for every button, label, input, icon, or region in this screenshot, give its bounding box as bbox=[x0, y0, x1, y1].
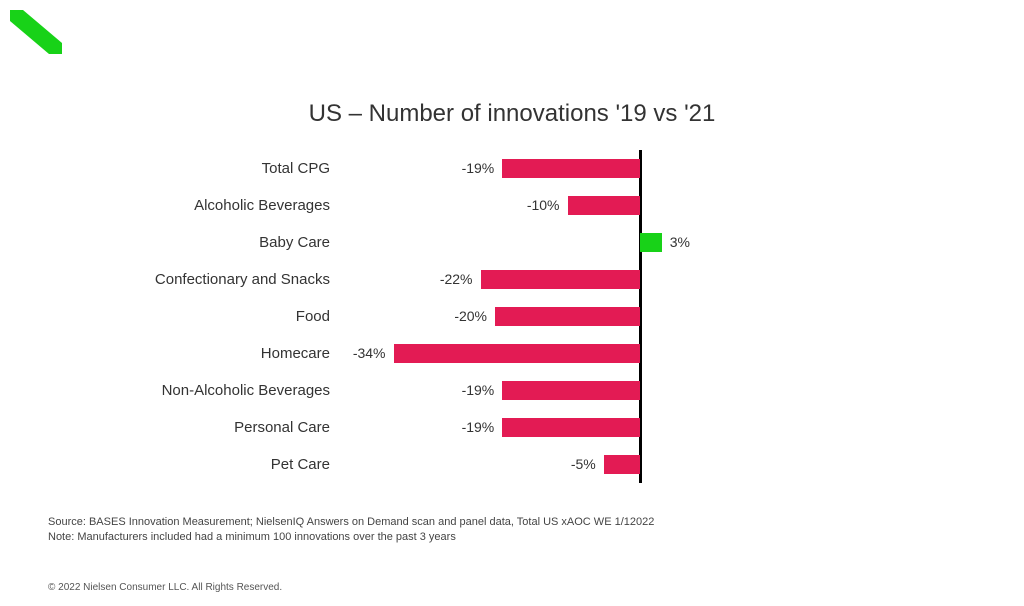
bar-chart: Total CPG-19%Alcoholic Beverages-10%Baby… bbox=[100, 150, 930, 493]
chart-row: Baby Care 3% bbox=[100, 224, 930, 261]
value-label: -19% bbox=[462, 409, 495, 446]
value-label: -34% bbox=[353, 335, 386, 372]
chart-title: US – Number of innovations '19 vs '21 bbox=[0, 100, 1024, 128]
chart-row: Total CPG -19% bbox=[100, 150, 930, 187]
plot-area: -19% bbox=[350, 150, 930, 187]
chart-row: Alcoholic Beverages -10% bbox=[100, 187, 930, 224]
category-label: Homecare bbox=[100, 335, 330, 372]
plot-area: -34% bbox=[350, 335, 930, 372]
page: US – Number of innovations '19 vs '21 To… bbox=[0, 0, 1024, 606]
value-label: 3% bbox=[670, 224, 690, 261]
value-label: -19% bbox=[462, 150, 495, 187]
bar bbox=[502, 418, 640, 437]
value-label: -20% bbox=[454, 298, 487, 335]
plot-area: -19% bbox=[350, 409, 930, 446]
bar bbox=[502, 381, 640, 400]
category-label: Food bbox=[100, 298, 330, 335]
category-label: Alcoholic Beverages bbox=[100, 187, 330, 224]
value-label: -5% bbox=[571, 446, 596, 483]
plot-area: -22% bbox=[350, 261, 930, 298]
value-label: -10% bbox=[527, 187, 560, 224]
plot-area: -5% bbox=[350, 446, 930, 483]
bar bbox=[394, 344, 641, 363]
plot-area: 3% bbox=[350, 224, 930, 261]
chart-row: Confectionary and Snacks -22% bbox=[100, 261, 930, 298]
category-label: Baby Care bbox=[100, 224, 330, 261]
bar bbox=[640, 233, 662, 252]
source-line-2: Note: Manufacturers included had a minim… bbox=[48, 530, 654, 545]
copyright-text: © 2022 Nielsen Consumer LLC. All Rights … bbox=[48, 582, 282, 593]
category-label: Total CPG bbox=[100, 150, 330, 187]
bar bbox=[568, 196, 641, 215]
bar bbox=[481, 270, 641, 289]
chart-row: Food -20% bbox=[100, 298, 930, 335]
bar bbox=[604, 455, 640, 474]
bar bbox=[502, 159, 640, 178]
brand-logo bbox=[10, 10, 62, 59]
chart-row: Non-Alcoholic Beverages -19% bbox=[100, 372, 930, 409]
category-label: Pet Care bbox=[100, 446, 330, 483]
source-note: Source: BASES Innovation Measurement; Ni… bbox=[48, 515, 654, 545]
source-line-1: Source: BASES Innovation Measurement; Ni… bbox=[48, 515, 654, 530]
category-label: Personal Care bbox=[100, 409, 330, 446]
chart-row: Personal Care -19% bbox=[100, 409, 930, 446]
bar bbox=[495, 307, 640, 326]
plot-area: -20% bbox=[350, 298, 930, 335]
chart-row: Homecare -34% bbox=[100, 335, 930, 372]
category-label: Non-Alcoholic Beverages bbox=[100, 372, 330, 409]
chart-row: Pet Care -5% bbox=[100, 446, 930, 483]
category-label: Confectionary and Snacks bbox=[100, 261, 330, 298]
plot-area: -10% bbox=[350, 187, 930, 224]
plot-area: -19% bbox=[350, 372, 930, 409]
value-label: -19% bbox=[462, 372, 495, 409]
value-label: -22% bbox=[440, 261, 473, 298]
